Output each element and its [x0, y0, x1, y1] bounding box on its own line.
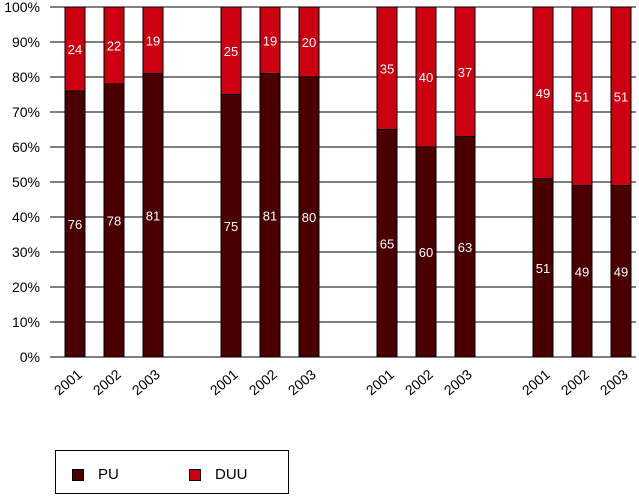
- x-tick-label: 2002: [246, 366, 280, 398]
- bar-segment-duu: [259, 6, 281, 74]
- bar-segment-duu: [64, 6, 86, 92]
- y-axis-ticks: 0% 10% 20% 30% 40% 50% 60% 70% 80% 90% 100%: [4, 0, 40, 365]
- data-label-duu: 51: [614, 89, 628, 104]
- bar-segment-duu: [376, 6, 398, 130]
- data-label-duu: 20: [302, 35, 316, 50]
- x-tick-label: 2003: [441, 366, 475, 398]
- data-label-pu: 60: [419, 245, 433, 260]
- data-label-duu: 24: [68, 42, 82, 57]
- bar-segment-duu: [610, 6, 632, 186]
- y-tick-label: 60%: [12, 139, 40, 155]
- bar-segment-duu: [571, 6, 593, 186]
- data-label-pu: 81: [146, 208, 160, 223]
- data-label-pu: 78: [107, 214, 121, 229]
- data-label-duu: 22: [107, 39, 121, 54]
- data-label-duu: 19: [263, 33, 277, 48]
- data-label-pu: 49: [575, 264, 589, 279]
- bar-segment-duu: [103, 6, 125, 85]
- x-axis-ticks: 2001 2002 2003 2001 2002 2003 2001 2002 2003 2001…: [51, 366, 631, 398]
- y-tick-label: 30%: [12, 244, 40, 260]
- bar-segment-duu: [415, 6, 437, 148]
- data-label-duu: 25: [224, 44, 238, 59]
- y-tick-label: 100%: [4, 0, 40, 15]
- y-tick-label: 40%: [12, 209, 40, 225]
- data-label-duu: 51: [575, 89, 589, 104]
- x-tick-label: 2001: [51, 366, 85, 398]
- y-tick-label: 10%: [12, 314, 40, 330]
- bars: 76 24 78 22 81 19 75 25 81 19 80 20 65 35 60 40 63 37 51 49…: [64, 6, 632, 358]
- legend-swatch-pu: [72, 468, 84, 481]
- y-tick-label: 50%: [12, 174, 40, 190]
- data-label-duu: 40: [419, 70, 433, 85]
- data-label-pu: 65: [380, 236, 394, 251]
- data-label-duu: 49: [536, 86, 550, 101]
- data-label-pu: 76: [68, 217, 82, 232]
- bar-segment-duu: [454, 6, 476, 137]
- x-tick-label: 2001: [519, 366, 553, 398]
- data-label-pu: 75: [224, 219, 238, 234]
- bar-segment-duu: [220, 6, 242, 95]
- y-tick-label: 90%: [12, 34, 40, 50]
- bar-segment-duu: [142, 6, 164, 74]
- legend: PU DUU: [55, 450, 289, 494]
- legend-item-pu: PU: [72, 466, 119, 483]
- x-tick-label: 2001: [207, 366, 241, 398]
- legend-item-duu: DUU: [189, 466, 248, 483]
- y-tick-label: 20%: [12, 279, 40, 295]
- data-label-duu: 37: [458, 65, 472, 80]
- x-tick-label: 2003: [597, 366, 631, 398]
- x-tick-label: 2002: [90, 366, 124, 398]
- data-label-duu: 19: [146, 33, 160, 48]
- data-label-pu: 63: [458, 240, 472, 255]
- y-tick-label: 70%: [12, 104, 40, 120]
- bar-segment-duu: [532, 6, 554, 179]
- data-label-pu: 51: [536, 261, 550, 276]
- x-tick-label: 2001: [363, 366, 397, 398]
- data-label-duu: 35: [380, 61, 394, 76]
- legend-label-pu: PU: [98, 466, 119, 483]
- legend-label-duu: DUU: [215, 466, 248, 483]
- x-tick-label: 2002: [402, 366, 436, 398]
- y-tick-label: 80%: [12, 69, 40, 85]
- x-tick-label: 2002: [558, 366, 592, 398]
- data-label-pu: 81: [263, 208, 277, 223]
- x-tick-label: 2003: [285, 366, 319, 398]
- data-label-pu: 80: [302, 210, 316, 225]
- bar-segment-duu: [298, 6, 320, 78]
- x-tick-label: 2003: [129, 366, 163, 398]
- y-tick-label: 0%: [20, 349, 40, 365]
- data-label-pu: 49: [614, 264, 628, 279]
- legend-swatch-duu: [189, 468, 201, 481]
